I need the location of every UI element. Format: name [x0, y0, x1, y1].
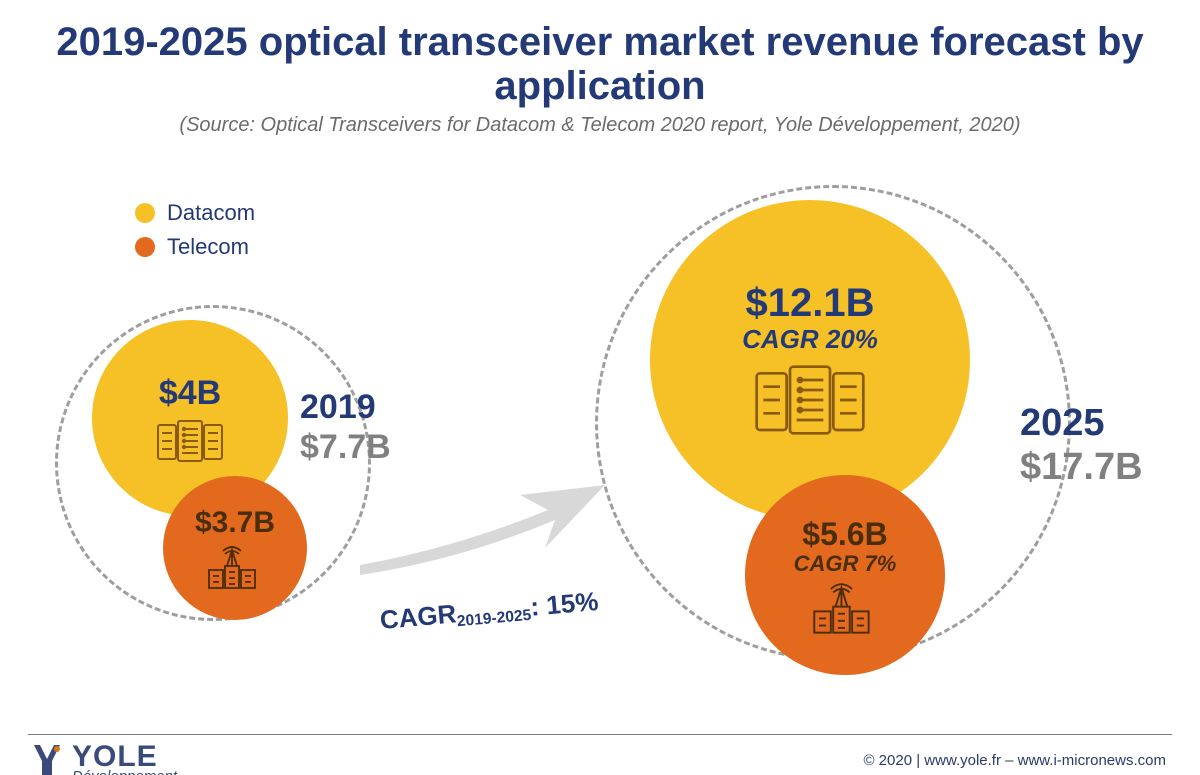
value-2019-datacom: $4B	[159, 374, 221, 413]
page-title: 2019-2025 optical transceiver market rev…	[0, 20, 1200, 108]
logo-sub-text: Développement	[72, 770, 177, 775]
footer-divider	[28, 734, 1172, 735]
cagr-prefix: CAGR	[379, 598, 458, 635]
cagr-2025-datacom: CAGR 20%	[742, 324, 878, 355]
value-2019-telecom: $3.7B	[195, 506, 275, 540]
legend-dot-telecom	[135, 237, 155, 257]
legend: Datacom Telecom	[135, 200, 255, 268]
cagr-2025-telecom: CAGR 7%	[794, 551, 897, 577]
bubble-2019-telecom: $3.7B	[163, 476, 307, 620]
legend-item-datacom: Datacom	[135, 200, 255, 226]
servers-icon	[750, 361, 870, 439]
cagr-suffix: : 15%	[529, 586, 599, 622]
legend-label-datacom: Datacom	[167, 200, 255, 226]
value-2025-telecom: $5.6B	[802, 516, 887, 553]
legend-dot-datacom	[135, 203, 155, 223]
page-subtitle: (Source: Optical Transceivers for Dataco…	[0, 114, 1200, 137]
cagr-subscript: 2019-2025	[456, 607, 532, 630]
total-label-2025: $17.7B	[1020, 446, 1143, 489]
logo-main-text: YOLE	[72, 743, 177, 770]
telecom-icon	[806, 583, 884, 635]
yole-mark-icon	[28, 741, 66, 775]
overall-cagr-label: CAGR2019-2025: 15%	[379, 586, 600, 636]
year-label-2019: 2019	[300, 388, 376, 427]
legend-label-telecom: Telecom	[167, 234, 249, 260]
legend-item-telecom: Telecom	[135, 234, 255, 260]
footer-copyright: © 2020 | www.yole.fr – www.i-micronews.c…	[863, 752, 1166, 769]
value-2025-datacom: $12.1B	[746, 281, 875, 326]
total-label-2019: $7.7B	[300, 428, 391, 467]
bubble-2025-datacom: $12.1B CAGR 20%	[650, 200, 970, 520]
brand-logo: YOLE Développement	[28, 741, 177, 775]
telecom-icon	[205, 546, 265, 590]
servers-icon	[154, 419, 226, 463]
year-label-2025: 2025	[1020, 402, 1105, 445]
bubble-2025-telecom: $5.6B CAGR 7%	[745, 475, 945, 675]
